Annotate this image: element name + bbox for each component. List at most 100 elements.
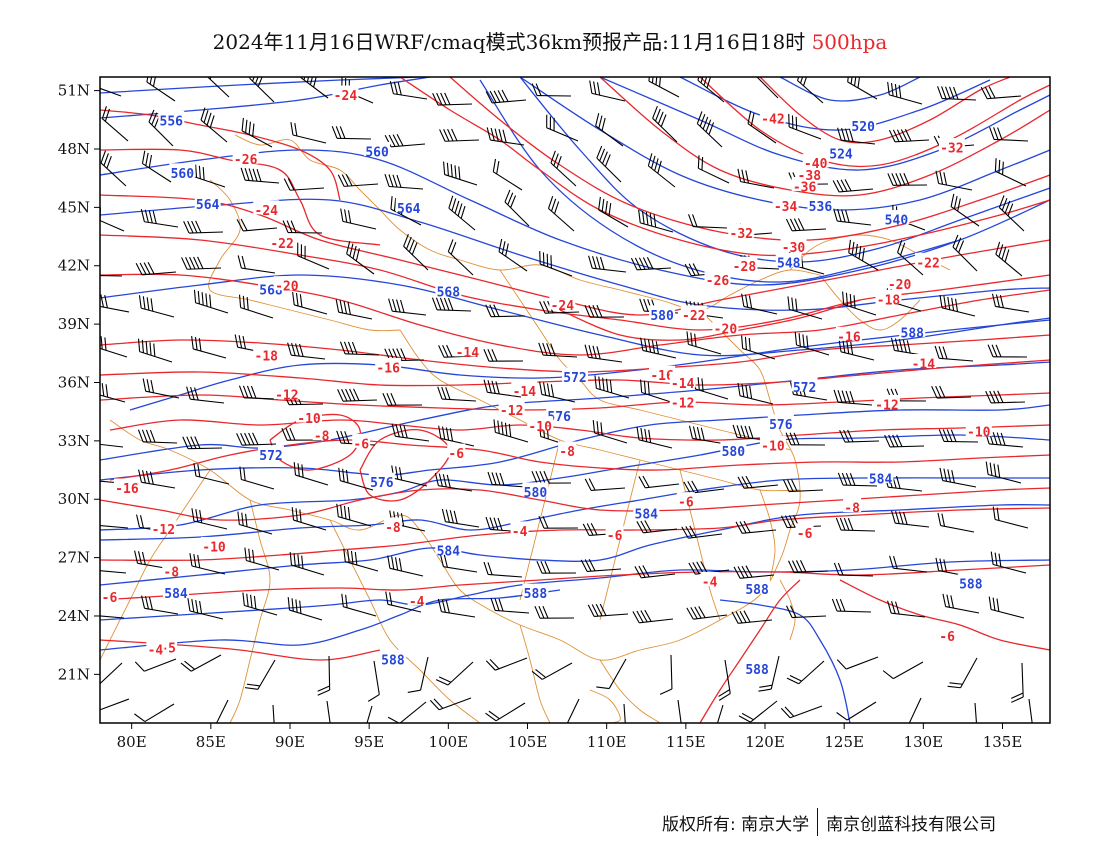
contour-label: -10 bbox=[761, 439, 785, 454]
wind-barb bbox=[994, 158, 1027, 187]
contour-label: -14 bbox=[912, 358, 936, 373]
contour-label: -8 bbox=[163, 566, 179, 581]
contour-label: -32 bbox=[940, 142, 963, 157]
contour-label: -22 bbox=[270, 237, 293, 252]
wind-barb bbox=[786, 660, 825, 685]
wind-barb bbox=[931, 385, 972, 399]
wind-barb bbox=[100, 150, 127, 187]
geopotential-contour bbox=[100, 477, 1050, 541]
wind-barb bbox=[887, 173, 928, 186]
contour-label: -34 bbox=[774, 200, 798, 215]
map-title: 2024年11月16日WRF/cmaq模式36km预报产品:11月16日18时 … bbox=[0, 26, 1100, 55]
wind-barb bbox=[785, 218, 827, 232]
geopotential-contour bbox=[519, 77, 1050, 263]
wind-barb bbox=[988, 596, 1025, 619]
geopotential-contour bbox=[779, 77, 921, 102]
contour-label-bg bbox=[772, 196, 799, 211]
contour-label: 524 bbox=[829, 147, 853, 162]
wind-barb bbox=[952, 234, 978, 272]
wind-barb bbox=[435, 661, 474, 686]
wind-barb bbox=[782, 479, 824, 493]
contour-label: -14 bbox=[671, 377, 695, 392]
wind-barb bbox=[539, 251, 573, 277]
contour-label: -4 bbox=[409, 595, 425, 610]
contour-label: -28 bbox=[733, 260, 757, 275]
wind-barbs bbox=[100, 77, 1034, 723]
wind-barb bbox=[337, 173, 379, 187]
contour-label-bg bbox=[454, 342, 481, 357]
wind-barb bbox=[712, 704, 724, 723]
wind-barb bbox=[487, 471, 527, 488]
contour-label: 576 bbox=[370, 476, 394, 491]
wind-barb bbox=[338, 467, 374, 491]
wind-barb bbox=[531, 662, 573, 680]
contour-label-bg bbox=[867, 468, 894, 483]
wind-barb bbox=[833, 562, 874, 577]
contour-label-bg bbox=[802, 153, 829, 168]
contour-label: -20 bbox=[275, 280, 299, 295]
contour-label-bg bbox=[850, 116, 877, 131]
contour-label: -24 bbox=[334, 89, 358, 104]
contour-label: -38 bbox=[798, 169, 822, 184]
contour-label-bg bbox=[938, 626, 957, 641]
x-tick-label: 120E bbox=[745, 733, 785, 751]
wind-barb bbox=[686, 331, 722, 355]
wind-barb bbox=[100, 336, 128, 358]
contour-label: 564 bbox=[397, 202, 421, 217]
wind-barb bbox=[388, 298, 427, 316]
wind-barb bbox=[146, 77, 176, 102]
contour-label-bg bbox=[731, 256, 758, 271]
wind-barb bbox=[987, 344, 1028, 358]
wind-barb bbox=[447, 239, 474, 276]
wind-barb bbox=[531, 83, 572, 97]
wind-barb bbox=[632, 609, 674, 624]
wind-barb bbox=[287, 597, 323, 621]
wind-barb bbox=[100, 524, 129, 529]
wind-barb bbox=[547, 196, 575, 232]
wind-barb bbox=[980, 86, 1022, 100]
contour-label: -22 bbox=[682, 309, 705, 324]
x-tick-label: 135E bbox=[983, 733, 1023, 751]
y-tick-label: 21N bbox=[58, 665, 90, 683]
contour-label: -8 bbox=[844, 502, 860, 517]
contour-label-bg bbox=[368, 472, 395, 487]
geopotential-contour bbox=[100, 198, 1050, 311]
contour-label: -32 bbox=[730, 227, 753, 242]
contour-label-bg bbox=[447, 443, 466, 458]
wind-barb bbox=[588, 255, 627, 273]
wind-barb bbox=[838, 338, 875, 361]
wind-barb bbox=[536, 560, 577, 574]
wind-barb bbox=[636, 520, 678, 534]
wind-barb bbox=[339, 341, 380, 356]
contour-label-bg bbox=[201, 536, 227, 551]
wind-barb bbox=[385, 591, 422, 613]
boundary-line bbox=[399, 329, 801, 492]
y-tick-label: 36N bbox=[58, 373, 90, 391]
boundary-line bbox=[499, 269, 791, 451]
wind-barb bbox=[443, 161, 478, 186]
contour-label: -6 bbox=[448, 447, 464, 462]
wind-barb bbox=[191, 508, 228, 530]
contour-label-bg bbox=[562, 367, 588, 382]
temperature-contour bbox=[100, 564, 1050, 601]
contour-label-bg bbox=[312, 426, 331, 441]
wind-barb bbox=[677, 699, 684, 723]
y-tick-label: 30N bbox=[58, 490, 90, 508]
wind-barb bbox=[384, 174, 424, 190]
contour-label: -6 bbox=[678, 496, 694, 511]
wind-barb bbox=[788, 114, 822, 140]
contour-label: -10 bbox=[297, 412, 321, 427]
contour-label-bg bbox=[146, 640, 165, 655]
contour-label-bg bbox=[957, 573, 984, 588]
boundary-line bbox=[759, 489, 776, 581]
wind-barb bbox=[686, 606, 728, 620]
x-tick-label: 125E bbox=[824, 733, 864, 751]
wind-barb bbox=[441, 508, 480, 528]
wind-barb bbox=[331, 126, 372, 140]
y-tick-label: 45N bbox=[58, 198, 90, 216]
boundary-line bbox=[819, 274, 921, 331]
wind-barb bbox=[191, 335, 227, 359]
contour-label-bg bbox=[273, 385, 300, 400]
copyright-left: 版权所有: 南京大学 bbox=[662, 814, 810, 835]
contour-label-bg bbox=[910, 354, 937, 369]
